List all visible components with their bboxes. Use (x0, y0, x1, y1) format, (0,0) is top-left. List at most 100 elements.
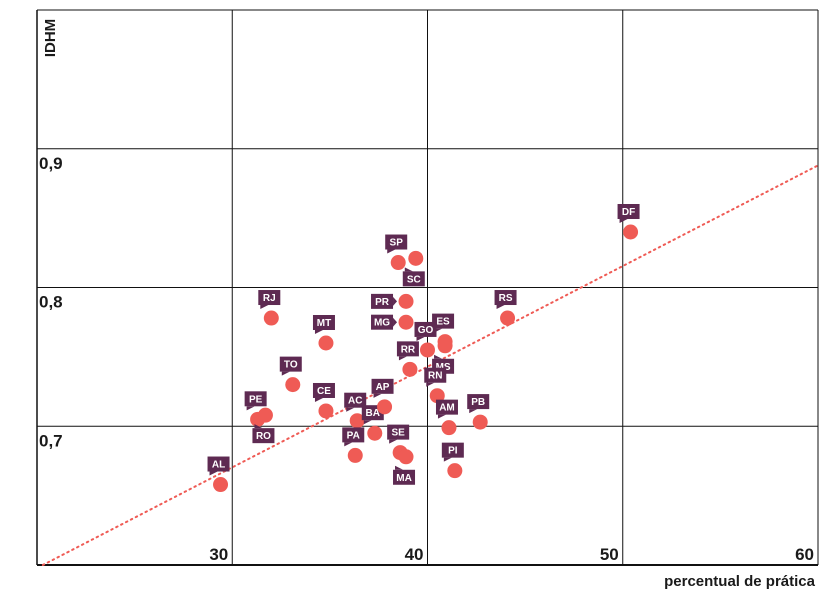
label-box (424, 367, 447, 383)
state-code: CE (317, 386, 331, 397)
data-point-mg (398, 314, 414, 330)
data-point-pr (398, 293, 414, 309)
data-point-pb (472, 414, 488, 430)
state-code: MA (396, 473, 412, 484)
state-code: RS (499, 293, 513, 304)
label-pointer (281, 371, 290, 376)
data-point-al (213, 477, 229, 493)
state-code: PB (471, 397, 485, 408)
label-pointer (437, 414, 446, 419)
state-code: PR (375, 297, 390, 308)
label-box (396, 341, 419, 357)
label-pointer (363, 420, 372, 425)
label-box (402, 271, 425, 287)
data-point-rn (429, 388, 445, 404)
label-box (312, 382, 335, 398)
label-box (344, 392, 367, 408)
state-label-pi: PI (441, 442, 464, 462)
state-code: RJ (263, 293, 276, 304)
label-box (371, 378, 394, 394)
state-code: RO (256, 431, 271, 442)
label-pointer (469, 409, 478, 414)
label-box (435, 399, 458, 415)
state-code: TO (284, 360, 298, 371)
state-label-mg: MG (371, 314, 398, 330)
label-box (371, 314, 394, 330)
label-pointer (426, 382, 435, 387)
data-point-am (441, 420, 457, 436)
data-point-ac (349, 413, 365, 429)
state-label-df: DF (617, 204, 640, 223)
state-code: PA (347, 430, 360, 441)
state-label-pe: PE (244, 391, 267, 411)
state-code: AL (212, 460, 225, 471)
label-box (371, 293, 394, 309)
state-label-am: AM (435, 399, 458, 419)
x-tick-label: 50 (600, 545, 619, 564)
state-code: PE (249, 394, 263, 405)
label-pointer (393, 317, 398, 327)
state-label-pb: PB (467, 394, 490, 414)
state-code: RN (428, 371, 442, 382)
label-pointer (246, 406, 255, 411)
x-axis-label: percentual de prática (664, 573, 816, 590)
label-pointer (389, 439, 398, 444)
state-label-rr: RR (396, 341, 419, 361)
data-point-ba (367, 425, 383, 441)
trendline-path (41, 164, 819, 566)
label-pointer (393, 296, 398, 306)
x-tick-label: 40 (405, 545, 424, 564)
label-box (441, 442, 464, 458)
label-box (617, 204, 640, 219)
label-pointer (443, 457, 452, 462)
state-label-ac: AC (344, 392, 367, 412)
label-pointer (395, 465, 404, 470)
state-code: MG (374, 318, 390, 329)
state-code: GO (418, 325, 434, 336)
data-point-df (623, 224, 639, 240)
state-label-sc: SC (402, 267, 425, 287)
label-box (244, 391, 267, 407)
x-tick-label: 60 (795, 545, 814, 564)
label-box (393, 469, 416, 485)
label-pointer (434, 354, 443, 359)
label-pointer (314, 330, 323, 334)
trendline (41, 164, 819, 566)
label-box (342, 427, 365, 443)
y-tick-label: 0,7 (39, 431, 63, 450)
state-label-al: AL (207, 456, 230, 476)
state-label-rj: RJ (258, 290, 281, 310)
state-code: BA (366, 408, 380, 419)
label-pointer (254, 424, 263, 429)
state-label-go: GO (414, 321, 437, 341)
state-label-pr: PR (371, 293, 398, 309)
data-point-ms (437, 338, 453, 354)
data-point-ce (318, 403, 334, 419)
state-code: SC (407, 274, 421, 285)
state-code: AC (348, 396, 362, 407)
label-pointer (416, 336, 425, 341)
state-code: SP (390, 238, 404, 249)
label-box (387, 424, 410, 440)
state-code: AM (439, 403, 455, 414)
y-tick-label: 0,9 (39, 154, 63, 173)
state-code: SE (391, 428, 405, 439)
label-pointer (373, 393, 382, 398)
state-label-mt: MT (312, 315, 335, 334)
label-box (207, 456, 230, 472)
label-box (385, 234, 408, 250)
label-box (494, 290, 517, 306)
label-box (467, 394, 490, 410)
state-code: MS (436, 362, 451, 373)
label-box (258, 290, 281, 306)
label-pointer (346, 407, 355, 412)
label-pointer (404, 267, 413, 272)
label-box (252, 428, 275, 444)
data-point-ma (398, 449, 414, 465)
data-point-rs (500, 310, 516, 326)
label-box (432, 313, 455, 329)
data-point-rj (263, 310, 279, 326)
label-pointer (619, 219, 628, 223)
label-box (279, 356, 302, 372)
